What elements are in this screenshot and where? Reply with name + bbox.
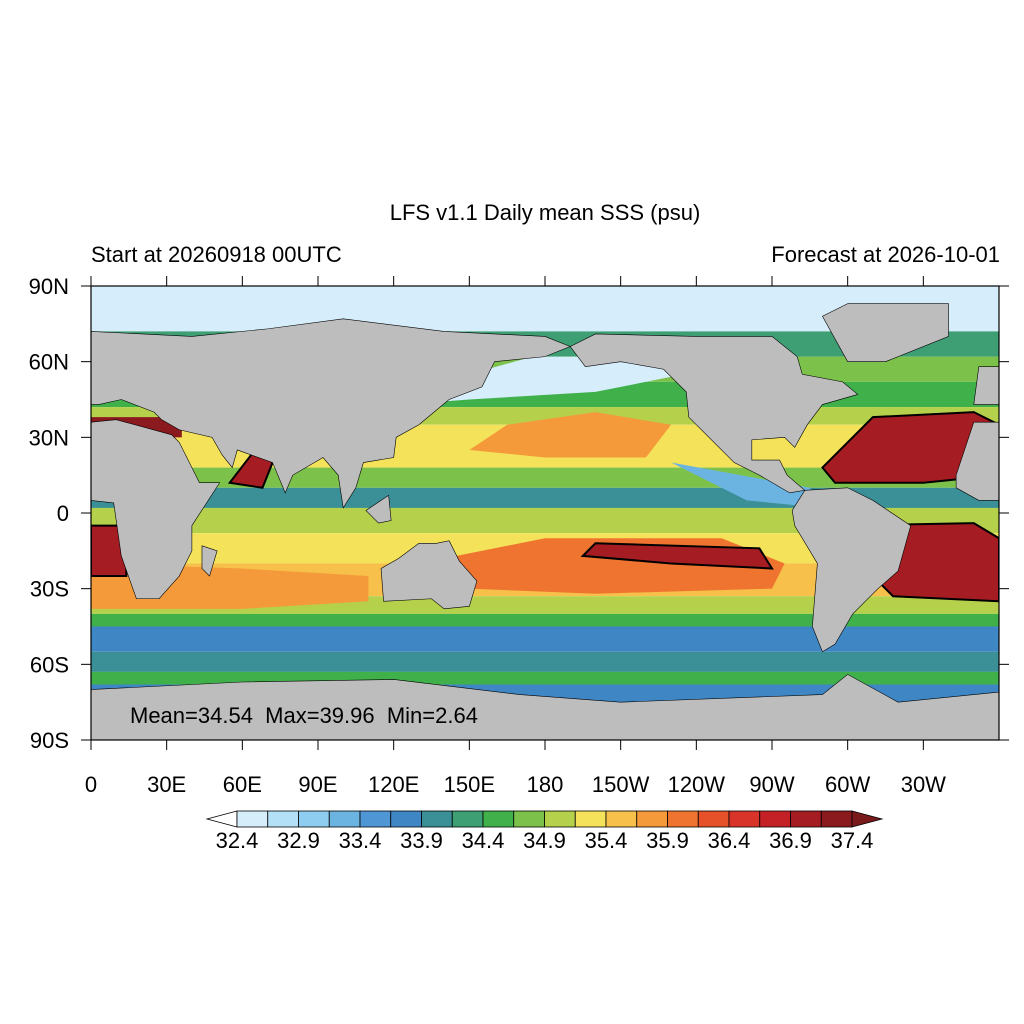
land — [91, 303, 999, 740]
colorbar-box — [605, 810, 638, 828]
lon-tick-label: 120W — [668, 772, 726, 797]
lon-tick-label: 150E — [444, 772, 495, 797]
colorbar-box — [544, 810, 576, 828]
left-subtitle: Start at 20260918 00UTC — [91, 242, 342, 267]
colorbar-box — [697, 810, 730, 828]
colorbar-box — [759, 810, 791, 828]
colorbar-end — [205, 810, 238, 828]
lon-tick-label: 60E — [223, 772, 262, 797]
colorbar-box — [451, 810, 484, 828]
colorbar-label: 34.4 — [462, 828, 505, 853]
colorbar-box — [728, 810, 761, 828]
lat-tick-label: 30N — [29, 425, 69, 450]
colorbar-label: 36.9 — [769, 828, 812, 853]
colorbar-label: 36.4 — [708, 828, 751, 853]
lon-tick-label: 30W — [901, 772, 946, 797]
lat-tick-label: 60N — [29, 350, 69, 375]
lat-tick-label: 0 — [57, 501, 69, 526]
colorbar-box — [820, 810, 853, 828]
salinity-region — [821, 411, 999, 484]
salinity-region — [91, 524, 128, 578]
lon-tick-label: 120E — [368, 772, 419, 797]
colorbar-box — [513, 810, 545, 828]
field-band — [91, 613, 999, 627]
field-band — [91, 651, 999, 672]
landmass — [380, 540, 478, 610]
right-subtitle: Forecast at 2026-10-01 — [771, 242, 1000, 267]
field-band — [91, 626, 999, 652]
lat-tick-label: 30S — [30, 577, 69, 602]
landmass — [91, 674, 999, 740]
landmass — [822, 303, 949, 362]
colorbar-label: 32.9 — [277, 828, 320, 853]
lat-tick-label: 90S — [30, 728, 69, 753]
colorbar-box — [390, 810, 422, 828]
lat-tick-label: 90N — [29, 274, 69, 299]
colorbar-box — [421, 810, 453, 828]
colorbar-label: 33.9 — [400, 828, 443, 853]
colorbar-box — [482, 810, 515, 828]
colorbar-box — [667, 810, 699, 828]
colorbar-box — [574, 810, 607, 828]
landmass — [201, 545, 218, 577]
colorbar-label: 34.9 — [523, 828, 566, 853]
colorbar-box — [359, 810, 392, 828]
colorbar-box — [790, 810, 822, 828]
lon-tick-label: 90W — [749, 772, 794, 797]
colorbar-end — [851, 810, 884, 828]
salinity-region — [469, 412, 672, 458]
lon-tick-label: 150W — [592, 772, 650, 797]
map-title: LFS v1.1 Daily mean SSS (psu) — [390, 200, 701, 225]
lon-tick-label: 180 — [527, 772, 564, 797]
landmass — [91, 318, 572, 509]
statistics: Mean=34.54 Max=39.96 Min=2.64 — [130, 703, 478, 728]
lon-tick-label: 0 — [85, 772, 97, 797]
lon-tick-label: 90E — [298, 772, 337, 797]
colorbar-label: 35.4 — [585, 828, 628, 853]
colorbar-box — [236, 810, 269, 828]
salinity-region — [580, 542, 774, 570]
landmass — [791, 487, 912, 653]
salinity-region — [671, 462, 823, 508]
landmass — [973, 366, 999, 405]
axes: 90N 60N 30N 0 30S 60S 90S 0 30E 60E 90E 120E 150E 180… — [29, 274, 1009, 797]
lon-tick-label: 30E — [147, 772, 186, 797]
landmass — [955, 421, 999, 501]
colorbar-label: 35.9 — [646, 828, 689, 853]
colorbar-box — [298, 810, 330, 828]
landmass — [365, 494, 392, 524]
colorbar-label: 33.4 — [339, 828, 382, 853]
lon-tick-label: 60W — [825, 772, 870, 797]
colorbar: 32.4 32.9 33.4 33.9 34.4 34.9 35.4 35.9 36.4 36.9… — [205, 810, 884, 853]
colorbar-box — [636, 810, 668, 828]
colorbar-label: 32.4 — [216, 828, 259, 853]
colorbar-label: 37.4 — [831, 828, 874, 853]
colorbar-box — [328, 810, 361, 828]
colorbar-box — [267, 810, 299, 828]
lat-tick-label: 60S — [30, 652, 69, 677]
landmass — [91, 419, 221, 600]
landmass — [569, 333, 859, 494]
